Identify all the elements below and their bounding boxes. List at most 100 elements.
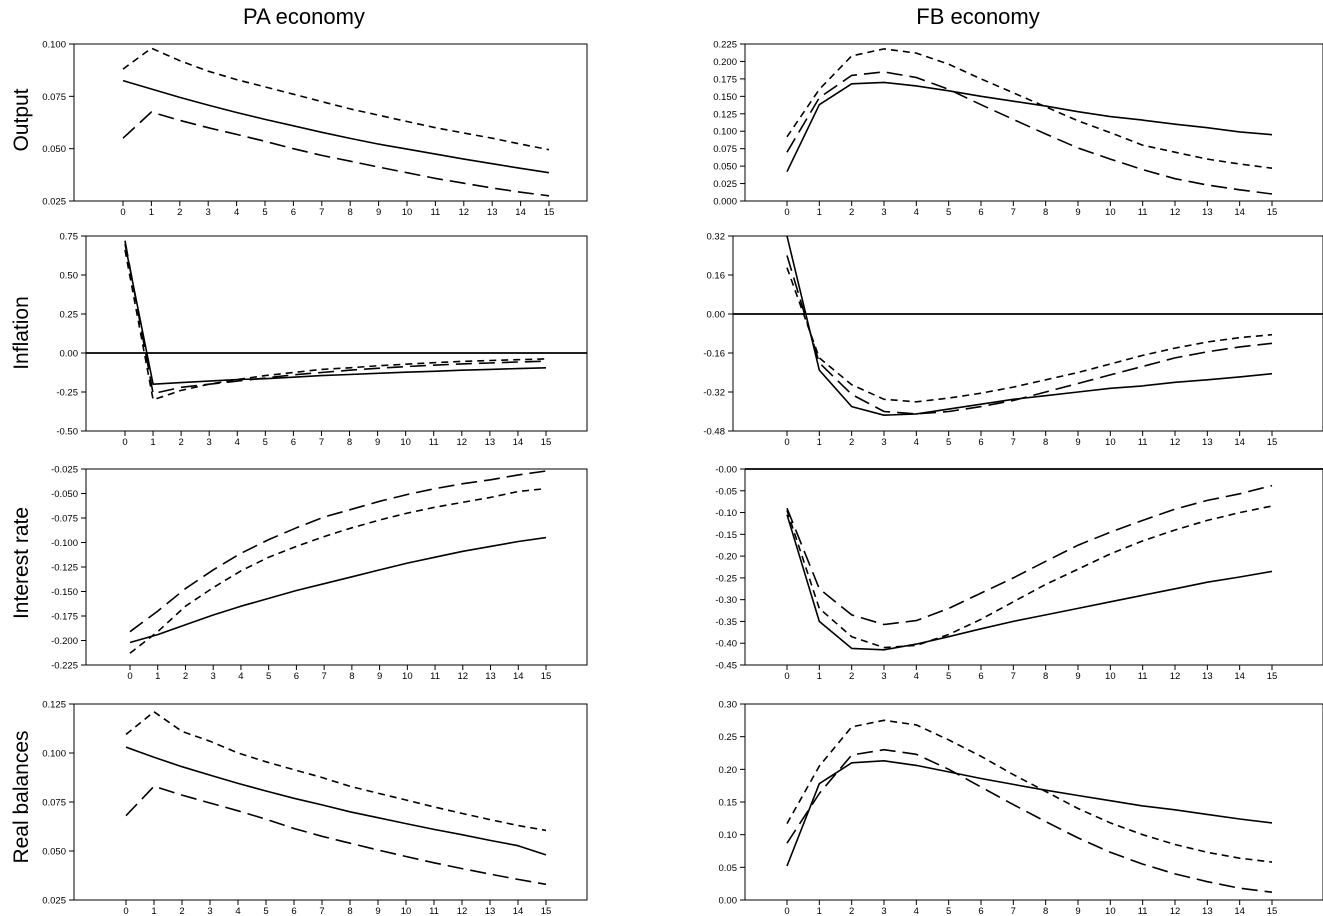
pa-realbalances-plot-frame: [73, 703, 588, 901]
fb-interest-xtick-label: 9: [1075, 671, 1080, 682]
fb-output-ytick-label: 0.225: [713, 40, 737, 51]
pa-realbalances-ytick-label: 0.125: [42, 700, 66, 711]
pa-inflation-long-dash-line: [124, 240, 547, 395]
pa-interest-plot-frame: [85, 468, 588, 666]
pa-interest-xtick-label: 14: [513, 671, 524, 682]
pa-output-xtick-label: 4: [234, 207, 239, 218]
pa-interest-xtick-label: 5: [266, 671, 271, 682]
pa-output-xtick-label: 1: [149, 207, 154, 218]
pa-inflation-xtick-label: 15: [541, 437, 552, 448]
pa-inflation-ytick-label: 0.00: [60, 349, 79, 360]
fb-output-solid-line: [786, 81, 1273, 173]
fb-realbalances-plot-frame: [744, 703, 1323, 901]
pa-inflation-xtick-label: 13: [485, 437, 496, 448]
fb-realbalances-xtick-label: 2: [849, 906, 854, 916]
fb-inflation-xtick-label: 14: [1234, 437, 1245, 448]
fb-realbalances-xtick-label: 11: [1138, 906, 1148, 916]
pa-output-xtick-label: 5: [262, 207, 267, 218]
column-title-pa: PA economy: [243, 4, 365, 29]
pa-inflation-xtick-label: 1: [150, 437, 155, 448]
pa-output-xtick-label: 0: [120, 207, 125, 218]
pa-realbalances-xtick-label: 14: [513, 906, 524, 916]
pa-interest-xtick-label: 0: [127, 671, 132, 682]
pa-inflation-xtick-label: 10: [400, 437, 411, 448]
pa-interest-ytick-label: -0.075: [51, 514, 78, 525]
pa-interest-ytick-label: -0.100: [51, 538, 78, 549]
fb-inflation-plot-frame: [732, 235, 1323, 432]
fb-output-xtick-label: 4: [914, 207, 919, 218]
fb-interest-xtick-label: 15: [1267, 671, 1278, 682]
pa-realbalances-ytick-label: 0.025: [42, 896, 66, 907]
pa-interest-xtick-label: 3: [211, 671, 216, 682]
fb-output-xtick-label: 8: [1043, 207, 1048, 218]
fb-interest-xtick-label: 6: [978, 671, 983, 682]
fb-interest-xtick-label: 11: [1138, 671, 1148, 682]
pa-output-xtick-label: 9: [376, 207, 381, 218]
pa-realbalances-xtick-label: 0: [123, 906, 128, 916]
fb-realbalances-xtick-label: 5: [946, 906, 951, 916]
fb-output-ytick-label: 0.100: [713, 127, 737, 138]
fb-inflation-xtick-label: 12: [1170, 437, 1181, 448]
pa-inflation-xtick-label: 5: [263, 437, 268, 448]
fb-inflation-xtick-label: 8: [1043, 437, 1048, 448]
fb-realbalances-xtick-label: 13: [1202, 906, 1213, 916]
fb-output-plot-frame: [744, 43, 1323, 202]
fb-inflation-xtick-label: 0: [784, 437, 789, 448]
pa-output-xtick-label: 3: [206, 207, 211, 218]
fb-realbalances-short-dash-line: [786, 719, 1273, 863]
pa-inflation-xtick-label: 0: [122, 437, 127, 448]
pa-inflation-xtick-label: 2: [178, 437, 183, 448]
pa-realbalances-long-dash-line: [125, 785, 547, 886]
pa-output-xtick-label: 12: [459, 207, 470, 218]
fb-output-ytick-label: 0.200: [713, 57, 737, 68]
pa-interest-ytick-label: -0.150: [51, 587, 78, 598]
pa-output-xtick-label: 2: [177, 207, 182, 218]
fb-realbalances-ytick-label: 0.05: [719, 863, 738, 874]
pa-output-xtick-label: 7: [319, 207, 324, 218]
fb-output-ytick-label: 0.025: [713, 179, 737, 190]
fb-inflation-xtick-label: 4: [914, 437, 919, 448]
fb-interest-xtick-label: 13: [1202, 671, 1213, 682]
fb-interest-xtick-label: 10: [1105, 671, 1116, 682]
pa-output-plot-frame: [73, 43, 588, 202]
pa-inflation-xtick-label: 12: [457, 437, 468, 448]
pa-output-xtick-label: 10: [402, 207, 413, 218]
pa-realbalances-xtick-label: 4: [235, 906, 240, 916]
pa-output-ytick-label: 0.100: [42, 40, 66, 51]
fb-output-xtick-label: 6: [978, 207, 983, 218]
pa-interest-xtick-label: 13: [485, 671, 496, 682]
fb-interest-xtick-label: 0: [784, 671, 789, 682]
fb-inflation-short-dash-line: [786, 267, 1273, 403]
pa-inflation-xtick-label: 6: [291, 437, 296, 448]
pa-output-xtick-label: 15: [544, 207, 555, 218]
pa-output-xtick-label: 6: [291, 207, 296, 218]
pa-output-ytick-label: 0.025: [42, 197, 66, 208]
pa-realbalances-xtick-label: 11: [429, 906, 439, 916]
pa-interest-xtick-label: 7: [321, 671, 326, 682]
pa-realbalances-xtick-label: 5: [263, 906, 268, 916]
fb-interest-ytick-label: -0.30: [715, 595, 737, 606]
pa-interest-short-dash-line: [129, 487, 547, 654]
pa-output-xtick-label: 14: [515, 207, 526, 218]
pa-interest-xtick-label: 9: [377, 671, 382, 682]
fb-inflation-xtick-label: 7: [1011, 437, 1016, 448]
fb-realbalances-ytick-label: 0.10: [719, 830, 738, 841]
pa-realbalances-xtick-label: 12: [457, 906, 468, 916]
fb-interest-ytick-label: -0.40: [715, 639, 737, 650]
pa-output-xtick-label: 11: [430, 207, 440, 218]
fb-realbalances-long-dash-line: [786, 748, 1273, 893]
fb-inflation-xtick-label: 3: [881, 437, 886, 448]
pa-inflation-xtick-label: 9: [375, 437, 380, 448]
pa-inflation-xtick-label: 8: [347, 437, 352, 448]
pa-realbalances-ytick-label: 0.075: [42, 798, 66, 809]
fb-output-xtick-label: 3: [881, 207, 886, 218]
fb-output-xtick-label: 5: [946, 207, 951, 218]
fb-inflation-ytick-label: 0.16: [707, 271, 726, 282]
fb-interest-ytick-label: -0.20: [715, 552, 737, 563]
pa-interest-xtick-label: 2: [183, 671, 188, 682]
fb-interest-ytick-label: -0.25: [715, 573, 737, 584]
fb-output-long-dash-line: [786, 71, 1273, 195]
pa-realbalances-xtick-label: 8: [347, 906, 352, 916]
fb-interest-xtick-label: 4: [914, 671, 919, 682]
